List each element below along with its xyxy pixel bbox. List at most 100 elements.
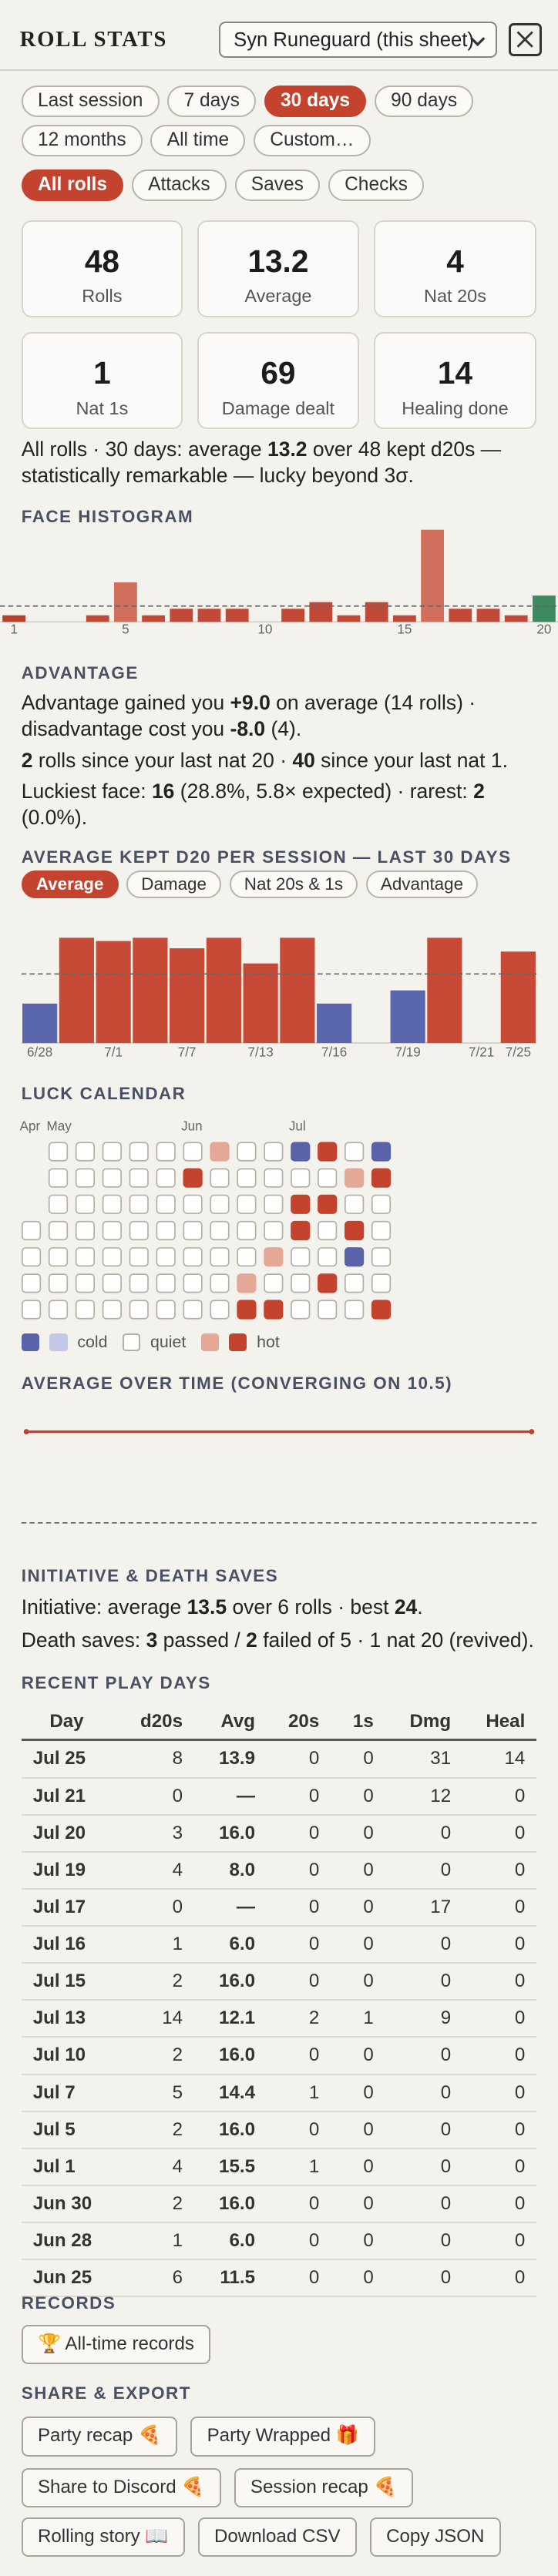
table-cell: 13.9 (183, 1739, 255, 1779)
table-cell: Jul 16 (21, 1926, 113, 1964)
filter-pill[interactable]: Attacks (131, 169, 227, 201)
share-button[interactable]: Session recap 🍕 (234, 2467, 413, 2507)
stat-label: Nat 1s (76, 397, 129, 418)
bar (500, 951, 536, 1044)
filter-pill[interactable]: Nat 20s & 1s (229, 870, 358, 899)
table-cell: 0 (373, 2222, 452, 2261)
column-header: Heal (451, 1704, 537, 1742)
calendar-day (183, 1194, 203, 1214)
share-button[interactable]: Copy JSON (369, 2517, 501, 2557)
table-cell: 0 (373, 1926, 452, 1964)
filter-pill[interactable]: All time (150, 125, 246, 156)
share-button[interactable]: Rolling story 📖 (21, 2517, 185, 2557)
table-cell: Jun 30 (21, 2185, 113, 2224)
text: over 48 kept d20s — statistically remark… (21, 437, 502, 488)
calendar-day (318, 1273, 338, 1293)
calendar-day (75, 1273, 96, 1293)
stat-label: Average (244, 286, 312, 307)
filter-pill[interactable]: Average (21, 870, 119, 899)
table-cell: 0 (255, 1739, 320, 1779)
table-cell: 15.5 (183, 2148, 255, 2186)
legend-label: quiet (150, 1332, 187, 1351)
filter-pill[interactable]: All rolls (21, 169, 124, 201)
table-cell: 12 (373, 1777, 452, 1816)
filter-pill[interactable]: 12 months (21, 125, 143, 156)
table-cell: 0 (319, 2037, 374, 2075)
calendar-day (291, 1247, 311, 1267)
calendar-day (129, 1247, 149, 1267)
legend-swatch (21, 1333, 40, 1352)
calendar-day (48, 1168, 69, 1188)
table-cell: 0 (319, 2148, 374, 2186)
table-cell: 16.0 (183, 1814, 255, 1853)
table-cell: 0 (373, 2185, 452, 2224)
text: . (417, 1595, 423, 1619)
calendar-day (237, 1273, 257, 1293)
line-point (23, 1429, 29, 1435)
calendar-day (264, 1194, 284, 1214)
table-cell: 0 (319, 1888, 374, 1927)
month-label: May (47, 1119, 72, 1133)
table-cell: 0 (255, 2111, 320, 2149)
bar (96, 941, 131, 1044)
calendar-day (371, 1247, 392, 1267)
x-tick-label: 7/16 (321, 1045, 347, 1059)
table-cell: Jul 25 (21, 1739, 113, 1779)
table-cell: 0 (451, 2259, 537, 2298)
legend-label: hot (257, 1332, 280, 1351)
character-select-text: Syn Runeguard (this sheet) (234, 29, 474, 52)
calendar-day (371, 1142, 392, 1162)
table-cell: 1 (319, 2000, 374, 2038)
table-cell: 0 (255, 2259, 320, 2298)
bar (533, 595, 556, 622)
bold-text: 2 (473, 780, 485, 803)
close-button[interactable] (508, 22, 542, 56)
calendar-day (318, 1220, 338, 1241)
legend-swatch (228, 1333, 247, 1352)
paragraph: Luckiest face: 16 (28.8%, 5.8× expected)… (22, 778, 542, 830)
calendar-day (291, 1300, 311, 1320)
calendar-day (237, 1247, 257, 1267)
button-row: Share to Discord 🍕 Session recap 🍕 (21, 2467, 413, 2507)
share-button[interactable]: Download CSV (197, 2517, 357, 2557)
text: failed of 5 · 1 nat 20 (revived). (257, 1628, 534, 1652)
calendar-day (210, 1168, 230, 1188)
calendar-day (264, 1273, 284, 1293)
table-cell: 0 (373, 1851, 452, 1890)
calendar-day (102, 1220, 122, 1241)
filter-pill[interactable]: Advantage (365, 870, 479, 899)
share-button[interactable]: Share to Discord 🍕 (21, 2467, 221, 2507)
table-cell: 0 (319, 2111, 374, 2149)
column-header: Avg (183, 1704, 255, 1742)
calendar-day (129, 1194, 149, 1214)
filter-pill[interactable]: Saves (234, 169, 321, 201)
filter-pill[interactable]: Checks (328, 169, 425, 201)
records-button[interactable]: 🏆 All-time records (21, 2324, 211, 2364)
bar (197, 609, 221, 622)
table-cell: Jun 28 (21, 2222, 113, 2261)
table-cell: Jul 7 (21, 2074, 113, 2112)
calendar-day (102, 1300, 122, 1320)
share-button[interactable]: Party recap 🍕 (21, 2417, 178, 2457)
table-cell: 6 (112, 2259, 183, 2298)
share-button[interactable]: Party Wrapped 🎁 (190, 2417, 376, 2457)
table-row: Jul 10 2 16.0 0 0 0 0 (21, 2037, 537, 2075)
table-cell: 0 (451, 2111, 537, 2149)
filter-pill[interactable]: Custom… (254, 125, 371, 156)
filter-pill[interactable]: 90 days (374, 86, 474, 117)
filter-pill[interactable]: 30 days (264, 86, 367, 117)
filter-pill[interactable]: 7 days (167, 86, 257, 117)
bar (476, 609, 500, 622)
calendar-day (48, 1273, 69, 1293)
filter-pill[interactable]: Damage (126, 870, 222, 899)
table-cell: 0 (319, 2259, 374, 2298)
table-cell: 0 (319, 1814, 374, 1853)
filter-pill[interactable]: Last session (21, 86, 160, 117)
calendar-day (156, 1273, 176, 1293)
text: Death saves: (21, 1628, 146, 1652)
month-label: Jun (181, 1119, 203, 1133)
x-tick-label: 7/13 (248, 1045, 274, 1059)
character-select[interactable]: Syn Runeguard (this sheet) (219, 21, 497, 58)
